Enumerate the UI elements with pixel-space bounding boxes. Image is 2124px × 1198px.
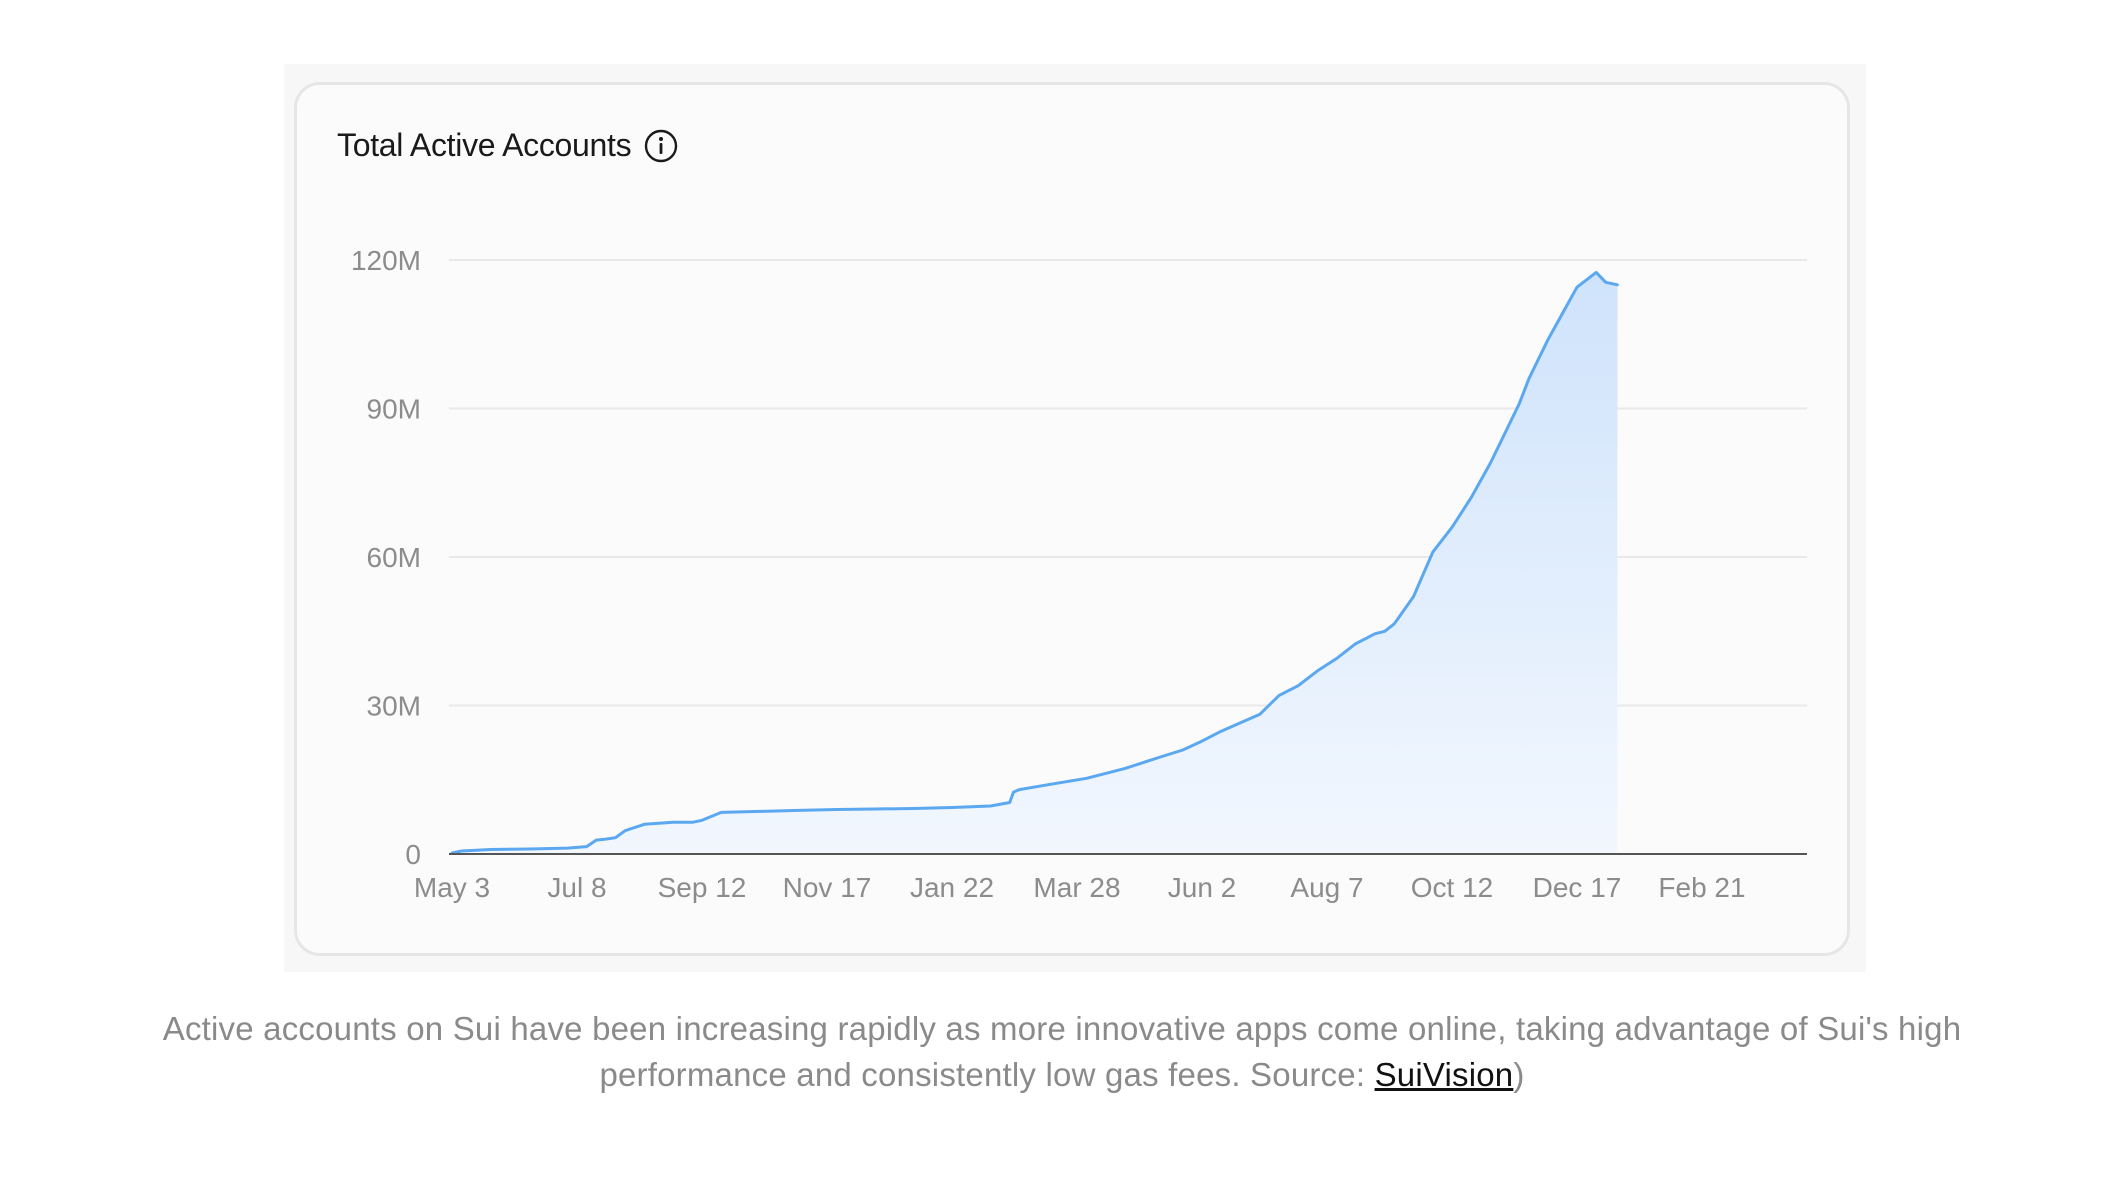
- x-tick-label: Aug 7: [1290, 872, 1363, 903]
- chart-card: Total Active Accounts 0 30M 60M 90M 120M May…: [294, 82, 1850, 956]
- x-tick-label: Jul 8: [547, 872, 606, 903]
- chart-title: Total Active Accounts: [337, 127, 632, 163]
- y-axis-ticks: 0 30M 60M 90M 120M: [351, 245, 421, 870]
- x-tick-label: May 3: [414, 872, 490, 903]
- x-axis-ticks: May 3 Jul 8 Sep 12 Nov 17 Jan 22 Mar 28 Jun 2 A…: [414, 872, 1746, 903]
- y-tick-label: 30M: [367, 691, 421, 722]
- y-tick-label: 90M: [367, 394, 421, 425]
- source-link-suivision[interactable]: SuiVision: [1374, 1056, 1514, 1093]
- chart-plot: 0 30M 60M 90M 120M May 3 Jul 8 Sep 12 Nov 17 Jan…: [351, 245, 1807, 903]
- x-tick-label: Jan 22: [910, 872, 994, 903]
- series-line: [450, 270, 1619, 855]
- y-tick-label: 0: [405, 839, 421, 870]
- figure-caption: Active accounts on Sui have been increas…: [120, 1006, 2004, 1098]
- x-tick-label: Feb 21: [1658, 872, 1745, 903]
- x-tick-label: Oct 12: [1411, 872, 1493, 903]
- info-circle-icon[interactable]: [643, 128, 679, 164]
- x-tick-label: Sep 12: [658, 872, 747, 903]
- x-tick-label: Dec 17: [1533, 872, 1622, 903]
- y-tick-label: 120M: [351, 245, 421, 276]
- y-tick-label: 60M: [367, 542, 421, 573]
- caption-text: Active accounts on Sui have been increas…: [162, 1010, 1962, 1093]
- x-tick-label: Nov 17: [783, 872, 872, 903]
- caption-trailing: ): [1513, 1056, 1525, 1093]
- x-tick-label: Mar 28: [1033, 872, 1120, 903]
- series-area: [452, 272, 1618, 854]
- card-header: Total Active Accounts: [337, 127, 679, 164]
- x-tick-label: Jun 2: [1168, 872, 1237, 903]
